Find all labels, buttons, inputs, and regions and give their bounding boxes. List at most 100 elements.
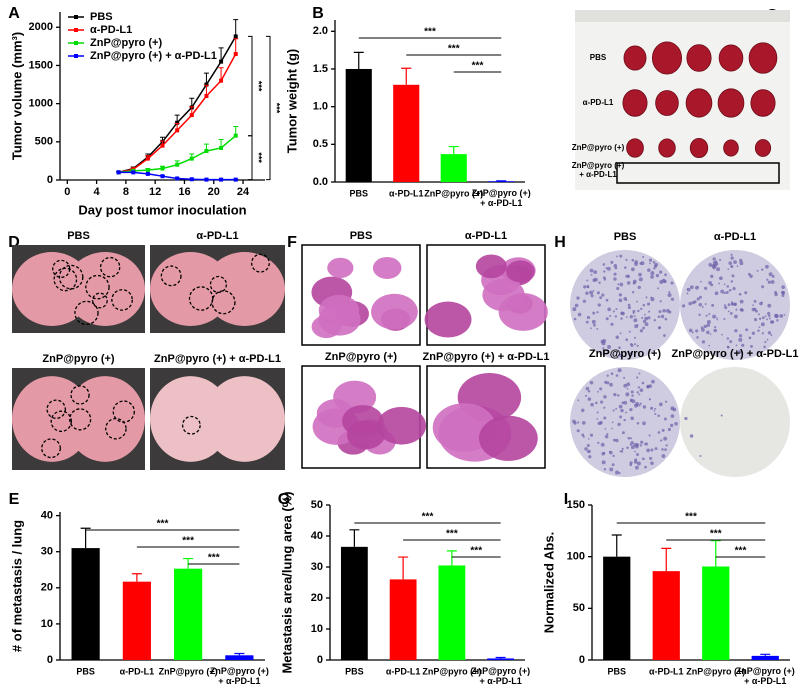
colony (767, 311, 771, 316)
marker (160, 143, 165, 148)
error-bar (710, 540, 721, 567)
colony (590, 273, 593, 276)
tumor (723, 139, 739, 157)
x-tick-label: 24 (237, 186, 250, 198)
colony (761, 285, 765, 289)
colony (585, 386, 590, 391)
colony (589, 380, 594, 385)
colony (627, 303, 631, 307)
bar (225, 655, 254, 660)
colony (739, 299, 744, 304)
colony (609, 382, 613, 387)
colony (691, 331, 694, 334)
colony (609, 315, 612, 317)
colony (642, 256, 645, 258)
colony (623, 376, 626, 379)
colony (648, 398, 651, 401)
x-tick-label: 0 (64, 186, 70, 198)
marker (233, 177, 238, 182)
colony (638, 277, 643, 282)
marker (233, 133, 238, 138)
y-tick-label: 0 (47, 174, 53, 186)
colony (604, 434, 609, 439)
image-label: ZnP@pyro (+) + α-PD-L1 (672, 348, 799, 360)
image-label: ZnP@pyro (+) + α-PD-L1 (572, 161, 625, 179)
colony (757, 329, 760, 333)
colony (621, 311, 625, 316)
colony (582, 435, 585, 438)
bar (652, 571, 680, 660)
error-bar (760, 653, 771, 656)
colony (770, 280, 775, 284)
colony (606, 381, 610, 385)
y-tick-label: 2.0 (313, 25, 328, 37)
colony (670, 406, 675, 411)
panel-letter: E (9, 491, 20, 508)
colony (603, 278, 607, 281)
colony (654, 447, 658, 451)
colony (696, 297, 700, 301)
metastasis-circle (250, 253, 270, 273)
image-label: α-PD-L1 (465, 230, 507, 242)
colony (661, 454, 666, 459)
error-bar (80, 527, 91, 549)
marker (219, 59, 224, 64)
colony (641, 381, 645, 385)
colony (650, 297, 655, 302)
tumor (748, 42, 778, 74)
colony (618, 293, 623, 297)
colony (630, 390, 634, 394)
plate (570, 367, 680, 477)
tissue (478, 415, 538, 461)
colony (587, 397, 592, 401)
tissue (372, 256, 402, 279)
significance-label: *** (422, 512, 434, 523)
image-label: α-PD-L1 (714, 231, 756, 243)
colony (596, 411, 599, 414)
bar (702, 566, 730, 660)
colony (630, 343, 634, 347)
colony (664, 317, 668, 321)
colony (625, 411, 628, 414)
metastasis-circle (111, 289, 133, 311)
colony (621, 447, 624, 450)
colony (738, 350, 741, 353)
colony (715, 260, 718, 263)
y-tick-label: 30 (311, 561, 323, 573)
colony (611, 463, 615, 467)
colony (649, 456, 653, 461)
x-tick-label: ZnP@pyro (+) (424, 188, 483, 198)
colony (588, 455, 592, 459)
series-line (118, 53, 237, 174)
significance-label: *** (448, 44, 460, 55)
colony (623, 418, 626, 422)
colony (648, 310, 651, 313)
colony (674, 422, 678, 426)
colony (660, 314, 665, 319)
significance-label: *** (710, 529, 722, 540)
colony (599, 296, 603, 300)
image-label: ZnP@pyro (+) (589, 348, 661, 360)
marker (145, 156, 150, 161)
colony (748, 273, 751, 276)
colony (612, 438, 616, 442)
significance-bracket (248, 35, 253, 137)
colony (572, 419, 576, 424)
colony (658, 326, 662, 329)
colony (650, 406, 654, 410)
colony (629, 443, 632, 446)
colony (592, 278, 596, 282)
colony (767, 303, 772, 308)
colony (605, 317, 609, 321)
legend-marker (74, 41, 78, 45)
colony (684, 416, 688, 421)
colony (603, 270, 606, 273)
colony (668, 291, 671, 294)
metastasis-circle (70, 385, 90, 405)
colony (636, 344, 639, 347)
colony (587, 390, 591, 393)
colony (664, 273, 667, 277)
colony (753, 299, 757, 303)
colony (726, 285, 730, 288)
colony (663, 334, 666, 337)
